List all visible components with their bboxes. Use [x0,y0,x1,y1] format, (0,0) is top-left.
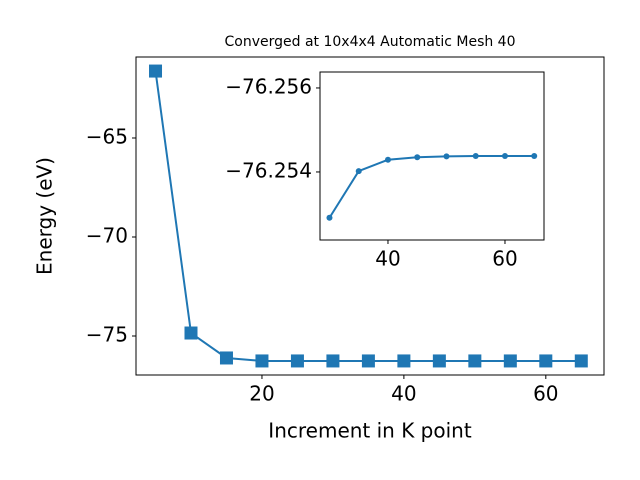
marker [539,354,553,368]
marker [355,168,362,175]
marker [149,64,163,78]
x-tick-label: 40 [391,382,416,406]
marker [184,326,198,340]
marker [443,153,450,160]
marker [397,354,411,368]
y-tick-label: −76.254 [225,158,312,182]
marker [468,354,482,368]
marker [574,354,588,368]
x-tick-label: 20 [249,382,274,406]
marker [384,156,391,163]
marker [531,153,538,159]
marker [361,354,375,368]
y-axis-label: Energy (eV) [33,157,57,275]
marker [326,354,340,368]
y-tick-label: −70 [86,223,128,247]
marker [255,354,269,368]
marker [326,214,333,221]
marker [432,354,446,368]
marker [290,354,304,368]
marker [414,154,421,161]
marker [472,153,479,159]
y-tick-label: −76.256 [225,74,312,98]
x-tick-label: 40 [375,247,400,271]
chart-title: Converged at 10x4x4 Automatic Mesh 40 [225,34,516,50]
series-line [328,155,535,219]
marker [501,153,508,159]
y-tick-label: −75 [86,322,128,346]
marker [219,351,233,365]
x-axis-label: Increment in K point [268,419,472,443]
marker [503,354,517,368]
x-tick-label: 60 [533,382,558,406]
y-tick-label: −65 [86,124,128,148]
x-tick-label: 60 [492,247,517,271]
